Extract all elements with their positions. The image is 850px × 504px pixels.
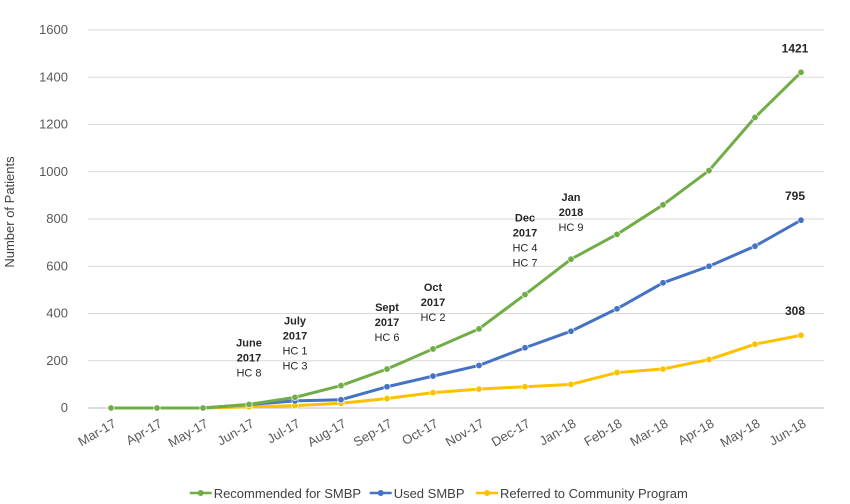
data-point [475,361,483,369]
data-point [291,393,299,401]
x-tick-label: Jun-17 [215,416,257,449]
data-point [383,395,391,403]
milestone-annotation: Jan 2018 HC 9 [558,192,583,234]
data-point [705,356,713,364]
milestone-annotation: Dec 2017 HC 4 HC 7 [512,213,537,270]
legend: Recommended for SMBP Used SMBP Referred to… [189,486,688,501]
legend-marker [484,490,490,496]
data-point [705,262,713,270]
data-point [659,365,667,373]
data-point [383,365,391,373]
data-point [245,400,253,408]
x-tick-label: Sep-17 [351,416,395,450]
data-point [429,345,437,353]
data-point [153,404,161,412]
end-data-label: 308 [785,304,805,318]
y-axis-title: Number of Patients [2,156,17,268]
series-line [111,218,802,410]
data-point [659,201,667,209]
legend-marker [377,490,384,496]
data-point [567,327,575,335]
y-tick-label: 200 [46,353,68,368]
data-point [199,404,207,412]
data-point [797,331,805,339]
x-tick-label: Mar-18 [627,416,670,450]
data-point [521,344,529,352]
data-point [567,380,575,388]
end-data-label: 795 [785,189,805,203]
legend-item: Recommended for SMBP [189,486,361,501]
data-point [475,385,483,393]
milestone-annotation: Oct 2017 HC 2 [420,282,445,324]
legend-label: Recommended for SMBP [214,486,361,501]
end-labels: 1421 795 308 [782,41,809,318]
milestone-annotation: June 2017 HC 8 [236,337,262,379]
x-tick-label: Nov-17 [443,416,487,450]
y-tick-label: 1600 [39,22,68,37]
x-tick-label: Apr-17 [123,416,164,449]
y-tick-label: 400 [46,306,68,321]
data-point [613,369,621,377]
data-point [567,255,575,263]
x-tick-label: Jan-18 [537,416,579,449]
data-point [613,305,621,313]
x-tick-label: May-18 [717,416,762,451]
series-lines [107,68,805,412]
data-point [613,230,621,238]
grid-lines [88,29,824,362]
data-point [521,291,529,299]
x-tick-label: May-17 [165,416,210,451]
data-point [521,383,529,391]
data-point [751,242,759,250]
x-tick-label: Apr-18 [675,416,716,449]
y-tick-label: 1200 [39,117,68,132]
milestone-annotation: July 2017 HC 1 HC 3 [282,315,307,372]
y-tick-label: 600 [46,258,68,273]
data-point [751,340,759,348]
data-point [429,389,437,397]
y-tick-label: 800 [46,211,68,226]
data-point [797,68,805,76]
data-point [751,113,759,121]
data-point [429,372,437,380]
data-point [107,404,115,412]
data-point [383,383,391,391]
milestone-annotation: Sept 2017 HC 6 [374,302,399,344]
data-point [475,325,483,333]
data-point [659,279,667,287]
legend-item: Used SMBP [369,486,465,501]
legend-label: Used SMBP [394,486,465,501]
x-tick-label: Dec-17 [489,416,533,450]
data-point [337,382,345,390]
y-tick-label: 1000 [39,164,68,179]
x-tick-label: Feb-18 [581,416,624,450]
legend-item: Referred to Community Program [476,486,688,501]
data-point [705,167,713,175]
x-tick-label: Jul-17 [264,416,302,447]
legend-label: Referred to Community Program [500,486,688,501]
x-tick-label: Mar-17 [75,416,118,450]
data-point [797,216,805,224]
data-point [337,396,345,404]
legend-marker [197,490,204,496]
x-tick-label: Jun-18 [767,416,809,449]
x-tick-label: Oct-17 [399,416,440,448]
end-data-label: 1421 [782,41,809,55]
y-tick-label: 0 [61,400,68,415]
annotations: June 2017 HC 8 July 2017 HC 1 HC 3 Sept 2017 HC 6… [236,192,583,379]
x-tick-label: Aug-17 [305,416,349,450]
series-line [111,71,803,410]
y-tick-label: 1400 [39,69,68,84]
